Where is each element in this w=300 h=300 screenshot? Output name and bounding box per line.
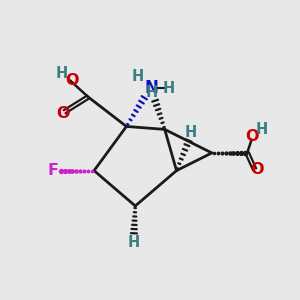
Text: F: F <box>47 163 58 178</box>
Text: O: O <box>251 162 264 177</box>
Text: H: H <box>256 122 268 137</box>
Text: H: H <box>163 81 175 96</box>
Text: H: H <box>132 69 144 84</box>
Text: N: N <box>145 79 158 97</box>
Text: O: O <box>65 73 79 88</box>
Text: O: O <box>245 129 258 144</box>
Text: H: H <box>56 66 68 81</box>
Text: O: O <box>56 106 70 121</box>
Text: H: H <box>145 85 158 100</box>
Text: H: H <box>128 235 140 250</box>
Text: H: H <box>185 125 197 140</box>
